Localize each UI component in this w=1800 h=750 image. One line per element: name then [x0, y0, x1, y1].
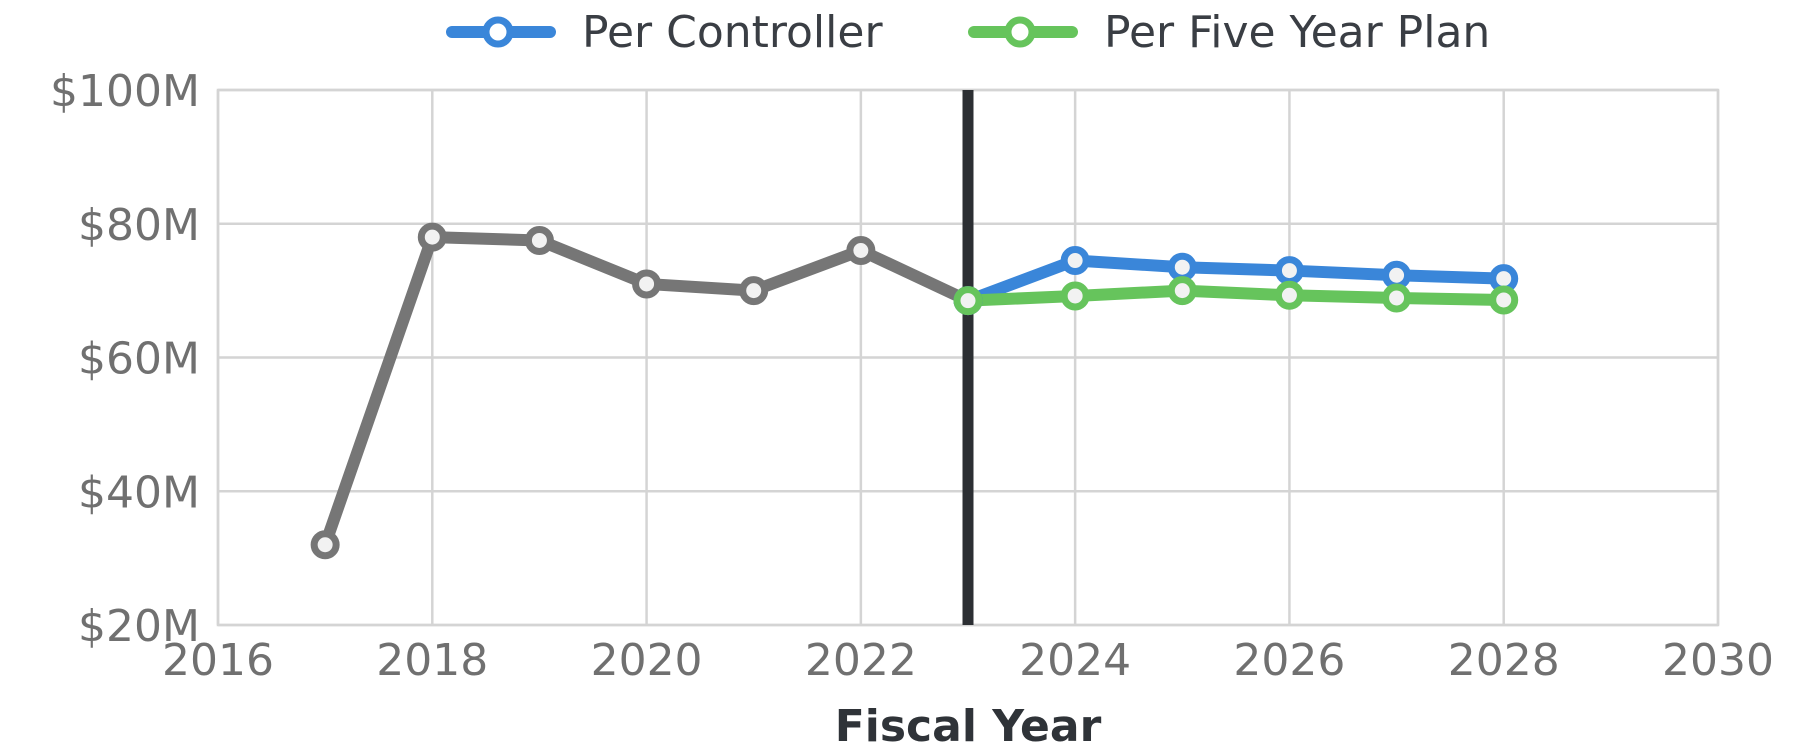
data-point-historical[interactable] [846, 236, 876, 265]
data-point-historical[interactable] [524, 225, 554, 255]
x-axis-ticks: 2016 2018 2020 2022 2024 2026 2028 2030 [162, 635, 1774, 686]
x-tick-label: 2016 [162, 635, 274, 686]
series-line-five_year_plan [962, 284, 1510, 307]
y-tick-label: $80M [78, 200, 200, 251]
series [319, 231, 1510, 551]
legend: Per Controller Per Five Year Plan [446, 7, 1490, 58]
x-axis-title: Fiscal Year [835, 701, 1102, 750]
data-point-five_year_plan[interactable] [1274, 280, 1304, 310]
legend-marker-five-year-plan [1004, 16, 1036, 48]
data-point-controller[interactable] [1382, 260, 1412, 290]
x-tick-label: 2028 [1448, 635, 1560, 686]
data-point-historical[interactable] [632, 269, 662, 299]
data-point-controller[interactable] [1274, 256, 1304, 286]
y-axis-ticks: $20M $40M $60M $80M $100M [50, 66, 200, 652]
legend-label-five-year-plan: Per Five Year Plan [1104, 7, 1490, 58]
x-tick-label: 2018 [376, 635, 488, 686]
data-point-historical[interactable] [417, 222, 447, 252]
data-point-five_year_plan[interactable] [1382, 283, 1412, 313]
x-tick-label: 2022 [805, 635, 917, 686]
data-point-five_year_plan[interactable] [953, 286, 983, 316]
y-tick-label: $60M [78, 334, 200, 385]
legend-item-five-year-plan[interactable]: Per Five Year Plan [968, 7, 1490, 58]
series-line-controller [962, 254, 1510, 307]
data-point-controller[interactable] [1167, 252, 1197, 282]
data-point-historical[interactable] [310, 530, 340, 560]
data-point-five_year_plan[interactable] [1060, 281, 1090, 311]
x-tick-label: 2026 [1233, 635, 1345, 686]
legend-item-controller[interactable]: Per Controller [446, 7, 883, 58]
legend-marker-controller [482, 16, 514, 48]
data-point-controller[interactable] [1060, 246, 1090, 276]
data-point-five_year_plan[interactable] [1167, 276, 1197, 306]
points [310, 222, 1519, 560]
y-tick-label: $40M [78, 467, 200, 518]
data-point-historical[interactable] [739, 276, 769, 306]
legend-label-controller: Per Controller [582, 7, 883, 58]
x-tick-label: 2024 [1019, 635, 1131, 686]
y-tick-label: $100M [50, 66, 200, 117]
data-point-five_year_plan[interactable] [1489, 285, 1519, 315]
y-tick-label: $20M [78, 601, 200, 652]
x-tick-label: 2020 [591, 635, 703, 686]
x-tick-label: 2030 [1662, 635, 1774, 686]
